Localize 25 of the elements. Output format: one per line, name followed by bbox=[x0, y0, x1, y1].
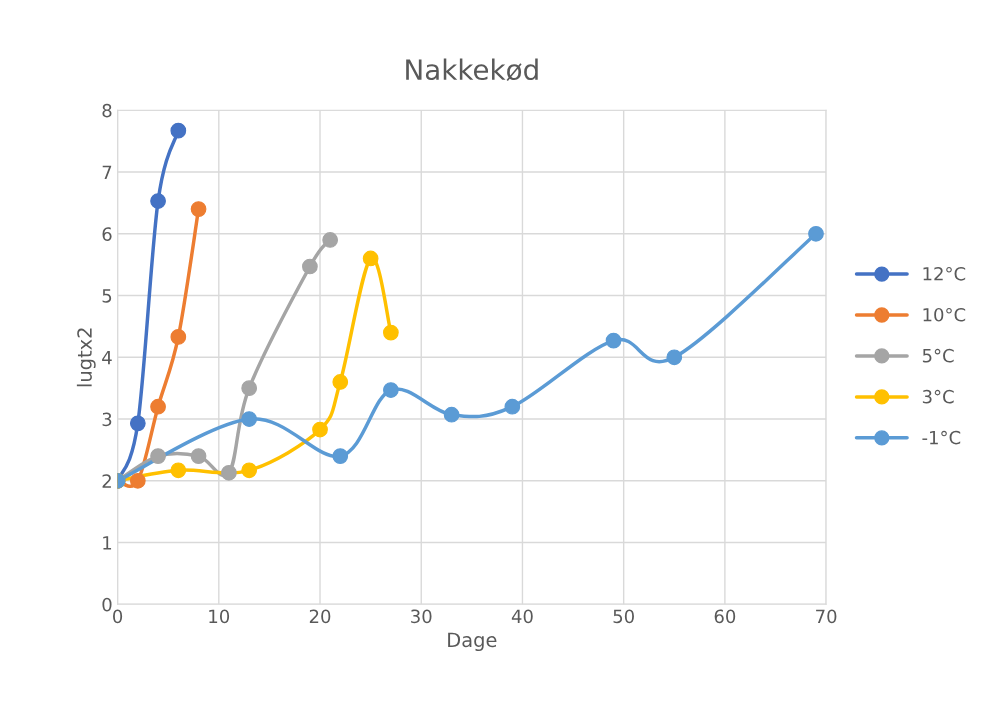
x-tick-label: 60 bbox=[714, 609, 736, 624]
y-tick-label: 6 bbox=[102, 227, 112, 241]
x-tick-label: 40 bbox=[511, 609, 533, 624]
y-axis-title: lugtx2 bbox=[76, 328, 96, 387]
y-tick-label: 5 bbox=[102, 289, 112, 303]
y-tick-label: 1 bbox=[103, 536, 112, 550]
legend-label: -1°C bbox=[922, 430, 961, 445]
y-tick-label: 8 bbox=[102, 103, 112, 118]
legend-label: 10°C bbox=[923, 307, 966, 322]
chart-title: Nakkekød bbox=[406, 58, 538, 81]
legend-label: 3°C bbox=[922, 389, 954, 404]
x-tick-label: 50 bbox=[613, 609, 634, 624]
x-tick-label: 0 bbox=[113, 609, 123, 624]
x-axis-title: Dage bbox=[448, 632, 497, 652]
x-tick-label: 20 bbox=[309, 609, 331, 624]
y-tick-label: 7 bbox=[102, 165, 112, 179]
legend-label: 5°C bbox=[922, 348, 954, 363]
y-tick-label: 2 bbox=[102, 474, 111, 488]
y-tick-label: 0 bbox=[102, 597, 112, 612]
y-tick-label: 3 bbox=[102, 412, 112, 427]
y-tick-label: 4 bbox=[102, 350, 112, 365]
legend-label: 12°C bbox=[923, 266, 966, 281]
x-tick-label: 30 bbox=[411, 609, 432, 624]
x-tick-label: 70 bbox=[816, 609, 837, 624]
x-tick-label: 10 bbox=[209, 609, 230, 624]
